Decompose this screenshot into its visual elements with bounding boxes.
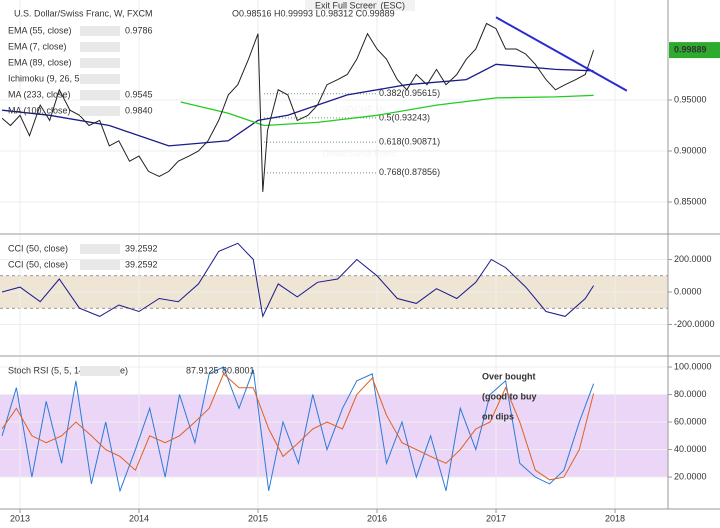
legend-buttons [80, 74, 120, 84]
legend-name: EMA (55, close) [8, 25, 72, 35]
y-tick-label: 40.0000 [674, 444, 707, 454]
y-tick-label: 80.0000 [674, 389, 707, 399]
legend-value: 0.9786 [125, 25, 153, 35]
fib-label: 0.5(0.93243) [379, 112, 430, 122]
legend-value: 39.2592 [125, 243, 158, 253]
annotation: (good to buy [482, 391, 536, 401]
chart-title: U.S. Dollar/Swiss Franc, W, FXCM [14, 8, 153, 18]
series-line [180, 94, 594, 127]
series-line [1, 373, 595, 481]
x-tick-label: 2014 [129, 513, 149, 523]
x-tick-label: 2017 [486, 513, 506, 523]
x-tick-label: 2018 [605, 513, 625, 523]
exit-box[interactable] [305, 0, 415, 11]
y-tick-label: 0.95000 [674, 94, 707, 104]
legend-value: 80.8001 [222, 365, 255, 375]
last-price-label: 0.99889 [674, 44, 707, 54]
y-tick-label: 60.0000 [674, 416, 707, 426]
y-tick-label: 100.0000 [674, 361, 712, 371]
price-line [1, 22, 595, 192]
legend-buttons [80, 260, 120, 270]
series-line [2, 63, 594, 147]
legend-name: MA (233, close) [8, 89, 71, 99]
band [0, 394, 668, 478]
legend-buttons [80, 106, 120, 116]
legend-value: 0.9840 [125, 105, 153, 115]
legend-buttons [80, 42, 120, 52]
y-tick-label: -200.0000 [674, 319, 715, 329]
legend-value: 39.2592 [125, 259, 158, 269]
fib-label: 0.768(0.87856) [379, 167, 440, 177]
watermark: Dollar/Swiss Franc [322, 148, 398, 158]
legend-buttons [80, 244, 120, 254]
x-tick-label: 2013 [10, 513, 30, 523]
legend-name: MA (100, close) [8, 105, 71, 115]
legend-buttons [80, 26, 120, 36]
x-tick-label: 2016 [367, 513, 387, 523]
legend-name: Ichimoku (9, 26, 52, 26) [8, 73, 103, 83]
x-tick-label: 2015 [248, 513, 268, 523]
series-line [1, 242, 595, 319]
y-tick-label: 0.0000 [674, 286, 702, 296]
legend-value: 0.9545 [125, 89, 153, 99]
exit-text[interactable]: Exit Full Screen (ESC) [315, 0, 405, 10]
last-price-box [669, 42, 720, 59]
legend-name: CCI (50, close) [8, 259, 68, 269]
fib-label: 0.382(0.95615) [379, 88, 440, 98]
legend-buttons [80, 366, 120, 376]
y-tick-label: 0.85000 [674, 196, 707, 206]
watermark: USDCHF, W [335, 104, 386, 114]
legend-name: Stoch RSI (5, 5, 14, 14, close) [8, 365, 128, 375]
legend-value: 87.9125 [186, 365, 219, 375]
legend-name: CCI (50, close) [8, 243, 68, 253]
series-line [1, 366, 595, 493]
y-tick-label: 20.0000 [674, 471, 707, 481]
trendline [495, 16, 628, 92]
y-tick-label: 0.90000 [674, 145, 707, 155]
annotation: Over bought [482, 371, 536, 381]
ohlc: O0.98516 H0.99993 L0.98312 C0.99889 [232, 8, 395, 18]
annotation: on dips [482, 411, 514, 421]
legend-name: EMA (7, close) [8, 41, 67, 51]
fib-label: 0.618(0.90871) [379, 136, 440, 146]
legend-buttons [80, 58, 120, 68]
legend-name: EMA (89, close) [8, 57, 72, 67]
y-tick-label: 200.0000 [674, 254, 712, 264]
legend-buttons [80, 90, 120, 100]
